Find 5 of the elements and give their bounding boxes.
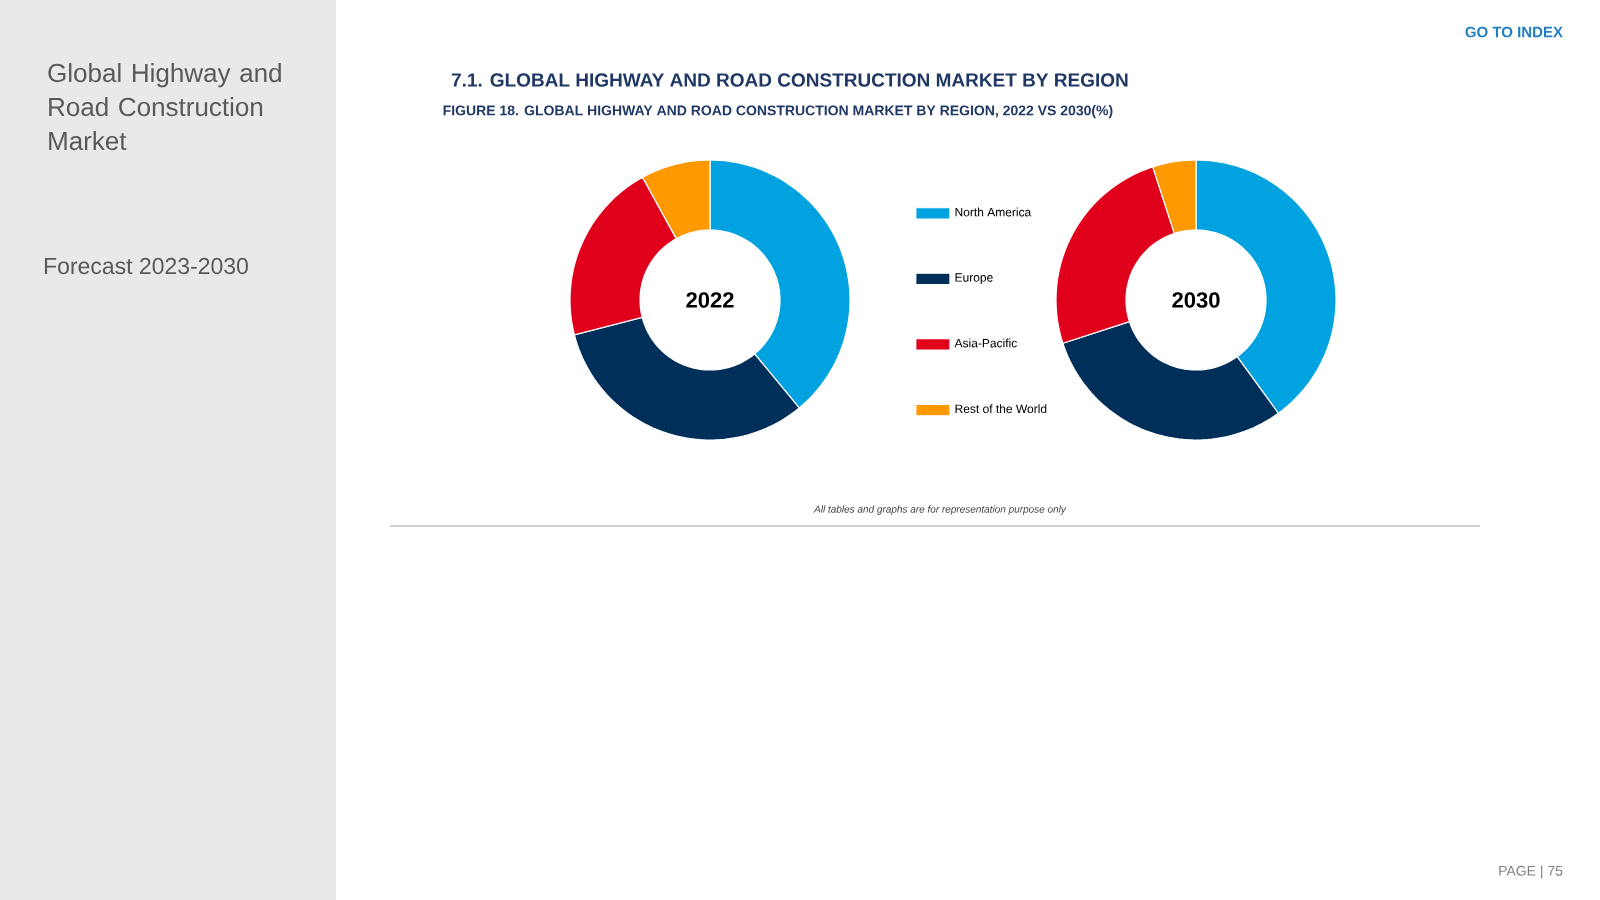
- text: 7.1. GLOBAL HIGHWAY AND ROAD CONSTRUCTION MARKET BY REGION: [451, 73, 1128, 87]
- text: 2030: [1172, 292, 1220, 308]
- text: Forecast 2023-2030: [44, 257, 248, 275]
- text: Global Highway and Road Construction Market: [48, 63, 281, 151]
- text: 2022: [686, 292, 734, 308]
